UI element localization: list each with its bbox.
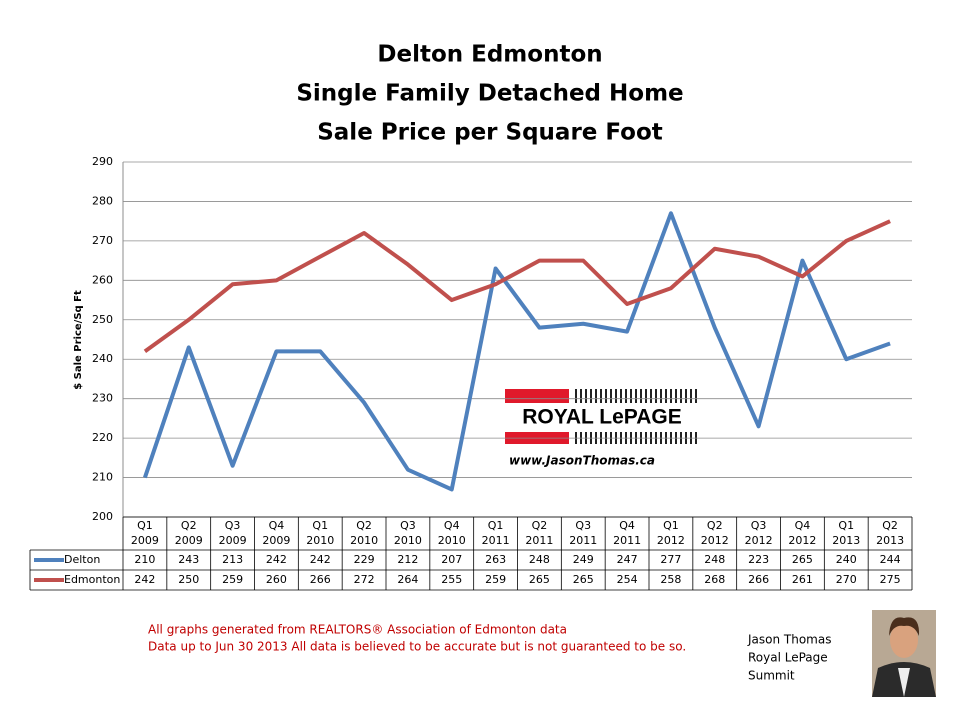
table-value: 250 <box>178 573 199 586</box>
y-tick-label: 280 <box>92 194 113 207</box>
table-value: 243 <box>178 553 199 566</box>
table-value: 261 <box>792 573 813 586</box>
footnote: All graphs generated from REALTORS® Asso… <box>148 623 567 637</box>
table-value: 264 <box>397 573 418 586</box>
y-tick-label: 210 <box>92 471 113 484</box>
y-tick-label: 270 <box>92 234 113 247</box>
x-tick-label: Q2 2010 <box>350 519 378 547</box>
table-value: 270 <box>836 573 857 586</box>
agent-photo <box>872 610 936 697</box>
table-value: 247 <box>617 553 638 566</box>
y-tick-label: 250 <box>92 313 113 326</box>
x-tick-label: Q2 2012 <box>701 519 729 547</box>
y-tick-label: 220 <box>92 431 113 444</box>
y-axis-label: $ Sale Price/Sq Ft <box>73 290 84 390</box>
x-tick-label: Q3 2011 <box>569 519 597 547</box>
table-value: 249 <box>573 553 594 566</box>
table-value: 240 <box>836 553 857 566</box>
chart-title: Single Family Detached Home <box>296 81 683 107</box>
x-tick-label: Q1 2013 <box>832 519 860 547</box>
legend-label: Edmonton <box>64 573 120 586</box>
y-tick-label: 230 <box>92 392 113 405</box>
table-value: 212 <box>397 553 418 566</box>
table-value: 248 <box>529 553 550 566</box>
logo-text: ROYAL LePAGE <box>522 406 682 429</box>
table-value: 213 <box>222 553 243 566</box>
x-tick-label: Q1 2010 <box>306 519 334 547</box>
table-value: 265 <box>529 573 550 586</box>
table-value: 254 <box>617 573 638 586</box>
table-value: 268 <box>704 573 725 586</box>
chart-title: Delton Edmonton <box>377 42 602 68</box>
logo: ROYAL LePAGE www.JasonThomas.ca <box>505 389 697 468</box>
table-value: 258 <box>660 573 681 586</box>
website: www.JasonThomas.ca <box>509 454 655 468</box>
y-tick-label: 240 <box>92 352 113 365</box>
x-tick-label: Q3 2009 <box>219 519 247 547</box>
table-value: 259 <box>485 573 506 586</box>
table-value: 259 <box>222 573 243 586</box>
table-value: 244 <box>880 553 901 566</box>
agent-text: Jason Thomas <box>747 633 831 647</box>
table-value: 275 <box>880 573 901 586</box>
series-line <box>143 219 891 353</box>
legend-label: Delton <box>64 553 100 566</box>
agent-text: Summit <box>748 669 795 683</box>
chart-title: Sale Price per Square Foot <box>317 120 663 146</box>
x-tick-label: Q2 2011 <box>525 519 553 547</box>
table-value: 260 <box>266 573 287 586</box>
series-line <box>143 211 891 492</box>
y-tick-label: 200 <box>92 510 113 523</box>
table-value: 242 <box>266 553 287 566</box>
x-tick-label: Q1 2012 <box>657 519 685 547</box>
x-tick-label: Q4 2009 <box>262 519 290 547</box>
table-value: 277 <box>660 553 681 566</box>
table-value: 242 <box>134 573 155 586</box>
x-tick-label: Q3 2012 <box>745 519 773 547</box>
table-value: 210 <box>134 553 155 566</box>
table-value: 265 <box>573 573 594 586</box>
table-value: 229 <box>354 553 375 566</box>
x-tick-label: Q4 2010 <box>438 519 466 547</box>
table-value: 265 <box>792 553 813 566</box>
table-value: 207 <box>441 553 462 566</box>
agent-text: Royal LePage <box>748 651 828 665</box>
table-value: 266 <box>310 573 331 586</box>
x-tick-label: Q2 2013 <box>876 519 904 547</box>
x-tick-label: Q4 2011 <box>613 519 641 547</box>
table-value: 242 <box>310 553 331 566</box>
x-tick-label: Q1 2011 <box>482 519 510 547</box>
table-value: 255 <box>441 573 462 586</box>
y-tick-label: 290 <box>92 155 113 168</box>
table-value: 266 <box>748 573 769 586</box>
x-tick-label: Q1 2009 <box>131 519 159 547</box>
x-tick-label: Q2 2009 <box>175 519 203 547</box>
x-tick-label: Q4 2012 <box>788 519 816 547</box>
table-value: 263 <box>485 553 506 566</box>
table-value: 223 <box>748 553 769 566</box>
table-value: 272 <box>354 573 375 586</box>
y-tick-label: 260 <box>92 273 113 286</box>
footnote: Data up to Jun 30 2013 All data is belie… <box>148 640 686 654</box>
logo-bar <box>505 389 569 403</box>
table-value: 248 <box>704 553 725 566</box>
x-tick-label: Q3 2010 <box>394 519 422 547</box>
